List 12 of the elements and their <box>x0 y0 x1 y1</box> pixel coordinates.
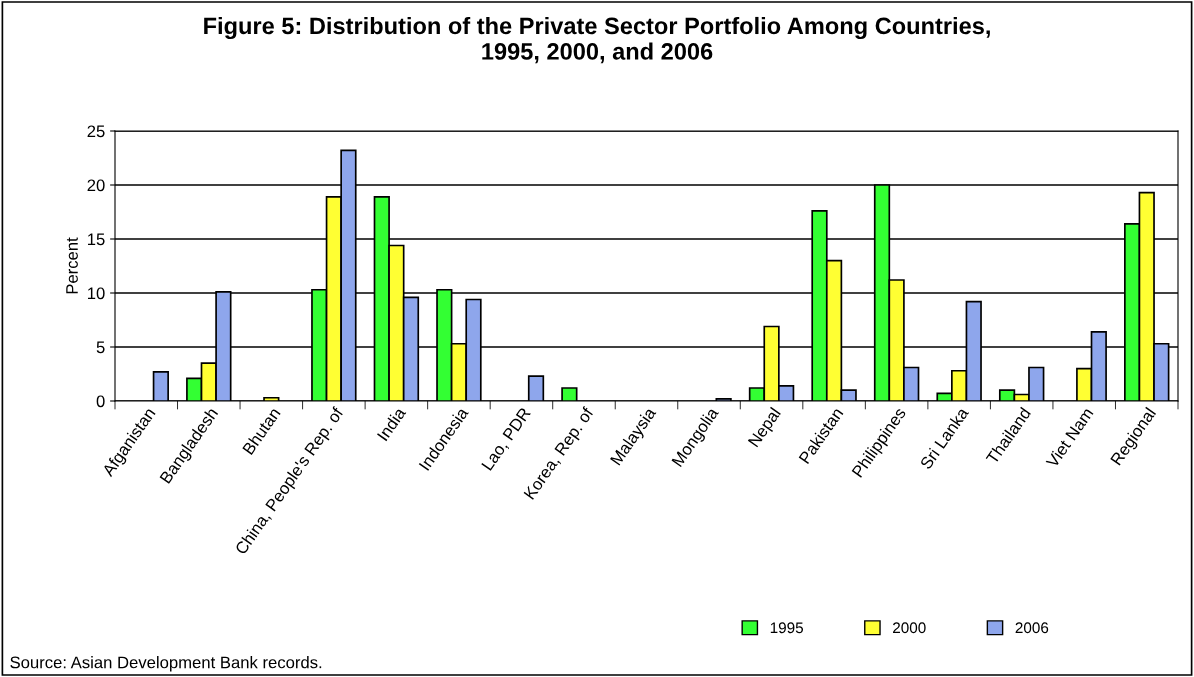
y-tick-label: 20 <box>87 179 105 192</box>
y-tick-label: 5 <box>96 341 105 354</box>
legend-label: 2006 <box>1015 622 1049 634</box>
legend-label: 2000 <box>893 622 926 634</box>
y-tick-label: 10 <box>88 287 105 300</box>
legend-label: 1995 <box>770 622 804 634</box>
y-tick-label: 25 <box>87 125 105 138</box>
y-tick-label: 15 <box>88 233 105 246</box>
chart-title: Figure 5: Distribution of the Private Sector Portfolio Among Countries, 1995, 2000, and 2006 <box>204 16 990 64</box>
y-axis-title: Percent <box>66 237 78 294</box>
source-note: Source: Asian Development Bank records. <box>10 656 322 672</box>
y-tick-label: 0 <box>96 395 105 408</box>
